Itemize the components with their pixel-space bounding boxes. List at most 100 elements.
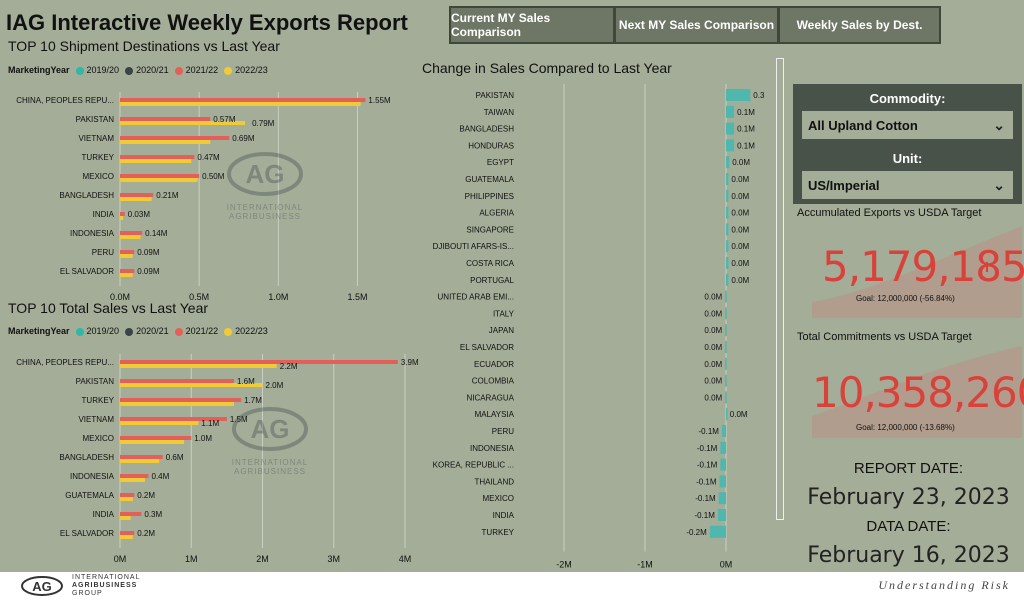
data-label: -0.1M	[694, 511, 715, 520]
data-label: 2.2M	[280, 362, 298, 371]
data-date-value: February 16, 2023	[807, 543, 1010, 568]
change-bar	[725, 374, 727, 387]
bar-2022-23	[120, 178, 198, 182]
change-bar	[726, 105, 735, 118]
legend-item[interactable]: 2021/22	[174, 65, 218, 75]
chart1-legend: MarketingYear 2019/20 2020/21 2021/22 20…	[8, 65, 268, 75]
bar-2021-22	[120, 117, 211, 121]
data-label: 0.3M	[144, 510, 162, 519]
legend-item[interactable]: 2019/20	[75, 65, 119, 75]
category-label: CHINA, PEOPLES REPU...	[16, 96, 114, 105]
change-bar	[725, 290, 727, 303]
category-label: JAPAN	[489, 326, 514, 335]
data-label: 0.0M	[704, 393, 722, 402]
nav-next-my-sales-button[interactable]: Next MY Sales Comparison	[614, 6, 779, 44]
change-bar	[726, 139, 735, 152]
exports-kpi-goal: Goal: 12,000,000 (-56.84%)	[856, 294, 955, 303]
commitments-kpi-goal: Goal: 12,000,000 (-13.68%)	[856, 423, 955, 432]
change-bar	[726, 189, 729, 202]
category-label: PERU	[492, 427, 514, 436]
bar-2022-23	[120, 159, 192, 163]
chart3-scrollbar[interactable]	[776, 58, 784, 520]
exports-kpi-label: Accumulated Exports vs USDA Target	[797, 207, 982, 219]
nav-weekly-sales-dest-button[interactable]: Weekly Sales by Dest.	[778, 6, 941, 44]
bar-2022-23	[120, 535, 133, 539]
category-label: TURKEY	[482, 528, 515, 537]
data-label: 0.4M	[152, 472, 170, 481]
data-label: 0.0M	[704, 343, 722, 352]
data-label: -0.1M	[698, 427, 719, 436]
category-label: COLOMBIA	[472, 377, 515, 386]
category-label: MEXICO	[82, 434, 114, 443]
bar-2022-23	[120, 402, 234, 406]
bar-2022-23	[120, 216, 124, 220]
category-label: KOREA, REPUBLIC ...	[433, 461, 514, 470]
change-bar	[726, 156, 730, 169]
category-label: BANGLADESH	[59, 453, 114, 462]
bar-2022-23	[120, 364, 277, 368]
category-label: HONDURAS	[468, 141, 514, 150]
svg-text:AG: AG	[32, 579, 52, 594]
bar-2021-22	[120, 531, 135, 535]
data-label: -0.1M	[697, 444, 718, 453]
data-label: 0.1M	[737, 141, 755, 150]
iag-logo-icon: AG	[227, 152, 303, 196]
category-label: MEXICO	[82, 172, 114, 181]
category-label: PAKISTAN	[76, 377, 115, 386]
legend-item[interactable]: 2021/22	[174, 326, 218, 336]
data-label: -0.1M	[697, 461, 718, 470]
legend-title: MarketingYear	[8, 326, 70, 336]
x-tick-label: 1.5M	[347, 292, 367, 302]
x-tick-label: 1M	[185, 554, 198, 564]
category-label: PERU	[92, 248, 114, 257]
legend-item[interactable]: 2019/20	[75, 326, 119, 336]
legend-item[interactable]: 2020/21	[125, 326, 169, 336]
chevron-down-icon: ⌄	[993, 117, 1005, 133]
category-label: PAKISTAN	[476, 91, 515, 100]
legend-item[interactable]: 2022/23	[224, 326, 268, 336]
bar-2021-22	[120, 231, 143, 235]
svg-text:AG: AG	[246, 159, 285, 189]
category-label: BANGLADESH	[459, 125, 514, 134]
category-label: TURKEY	[82, 153, 115, 162]
data-label: 1.7M	[244, 396, 262, 405]
category-label: MEXICO	[482, 494, 514, 503]
category-label: SINGAPORE	[466, 225, 514, 234]
data-label: 0.0M	[704, 293, 722, 302]
data-label: 0.0M	[732, 158, 750, 167]
bar-2021-22	[120, 455, 163, 459]
data-label: 0.21M	[156, 191, 179, 200]
change-bar	[726, 257, 729, 269]
category-label: EL SALVADOR	[60, 267, 114, 276]
bar-2021-22	[120, 98, 366, 102]
chevron-down-icon: ⌄	[993, 177, 1005, 193]
bar-2022-23	[120, 273, 133, 277]
legend-item[interactable]: 2022/23	[224, 65, 268, 75]
data-label: 0.2M	[137, 529, 155, 538]
change-bar	[725, 391, 727, 404]
commodity-select[interactable]: All Upland Cotton ⌄	[801, 110, 1014, 140]
change-bar	[726, 273, 729, 286]
bar-2022-23	[120, 121, 246, 125]
watermark-logo: AG INTERNATIONAL AGRIBUSINESS	[210, 150, 320, 221]
bar-2022-23	[120, 440, 185, 444]
bar-2022-23	[120, 516, 131, 520]
x-tick-label: 0.0M	[110, 292, 130, 302]
change-bar	[720, 458, 726, 471]
bar-2022-23	[120, 497, 133, 501]
data-label: 0.14M	[145, 229, 168, 238]
category-label: PHILIPPINES	[465, 192, 514, 201]
unit-select[interactable]: US/Imperial ⌄	[801, 170, 1014, 200]
data-label: 1.5M	[230, 415, 248, 424]
nav-current-my-sales-button[interactable]: Current MY Sales Comparison	[449, 6, 615, 44]
category-label: THAILAND	[474, 477, 514, 486]
data-label: 0.0M	[731, 242, 749, 251]
change-bar	[726, 89, 751, 101]
legend-item[interactable]: 2020/21	[125, 65, 169, 75]
category-label: UNITED ARAB EMI...	[438, 293, 514, 302]
legend-title: MarketingYear	[8, 65, 70, 75]
footer-tagline: Understanding Risk	[878, 578, 1010, 592]
data-label: -0.1M	[696, 477, 717, 486]
category-label: NICARAGUA	[466, 393, 514, 402]
category-label: COSTA RICA	[466, 259, 515, 268]
